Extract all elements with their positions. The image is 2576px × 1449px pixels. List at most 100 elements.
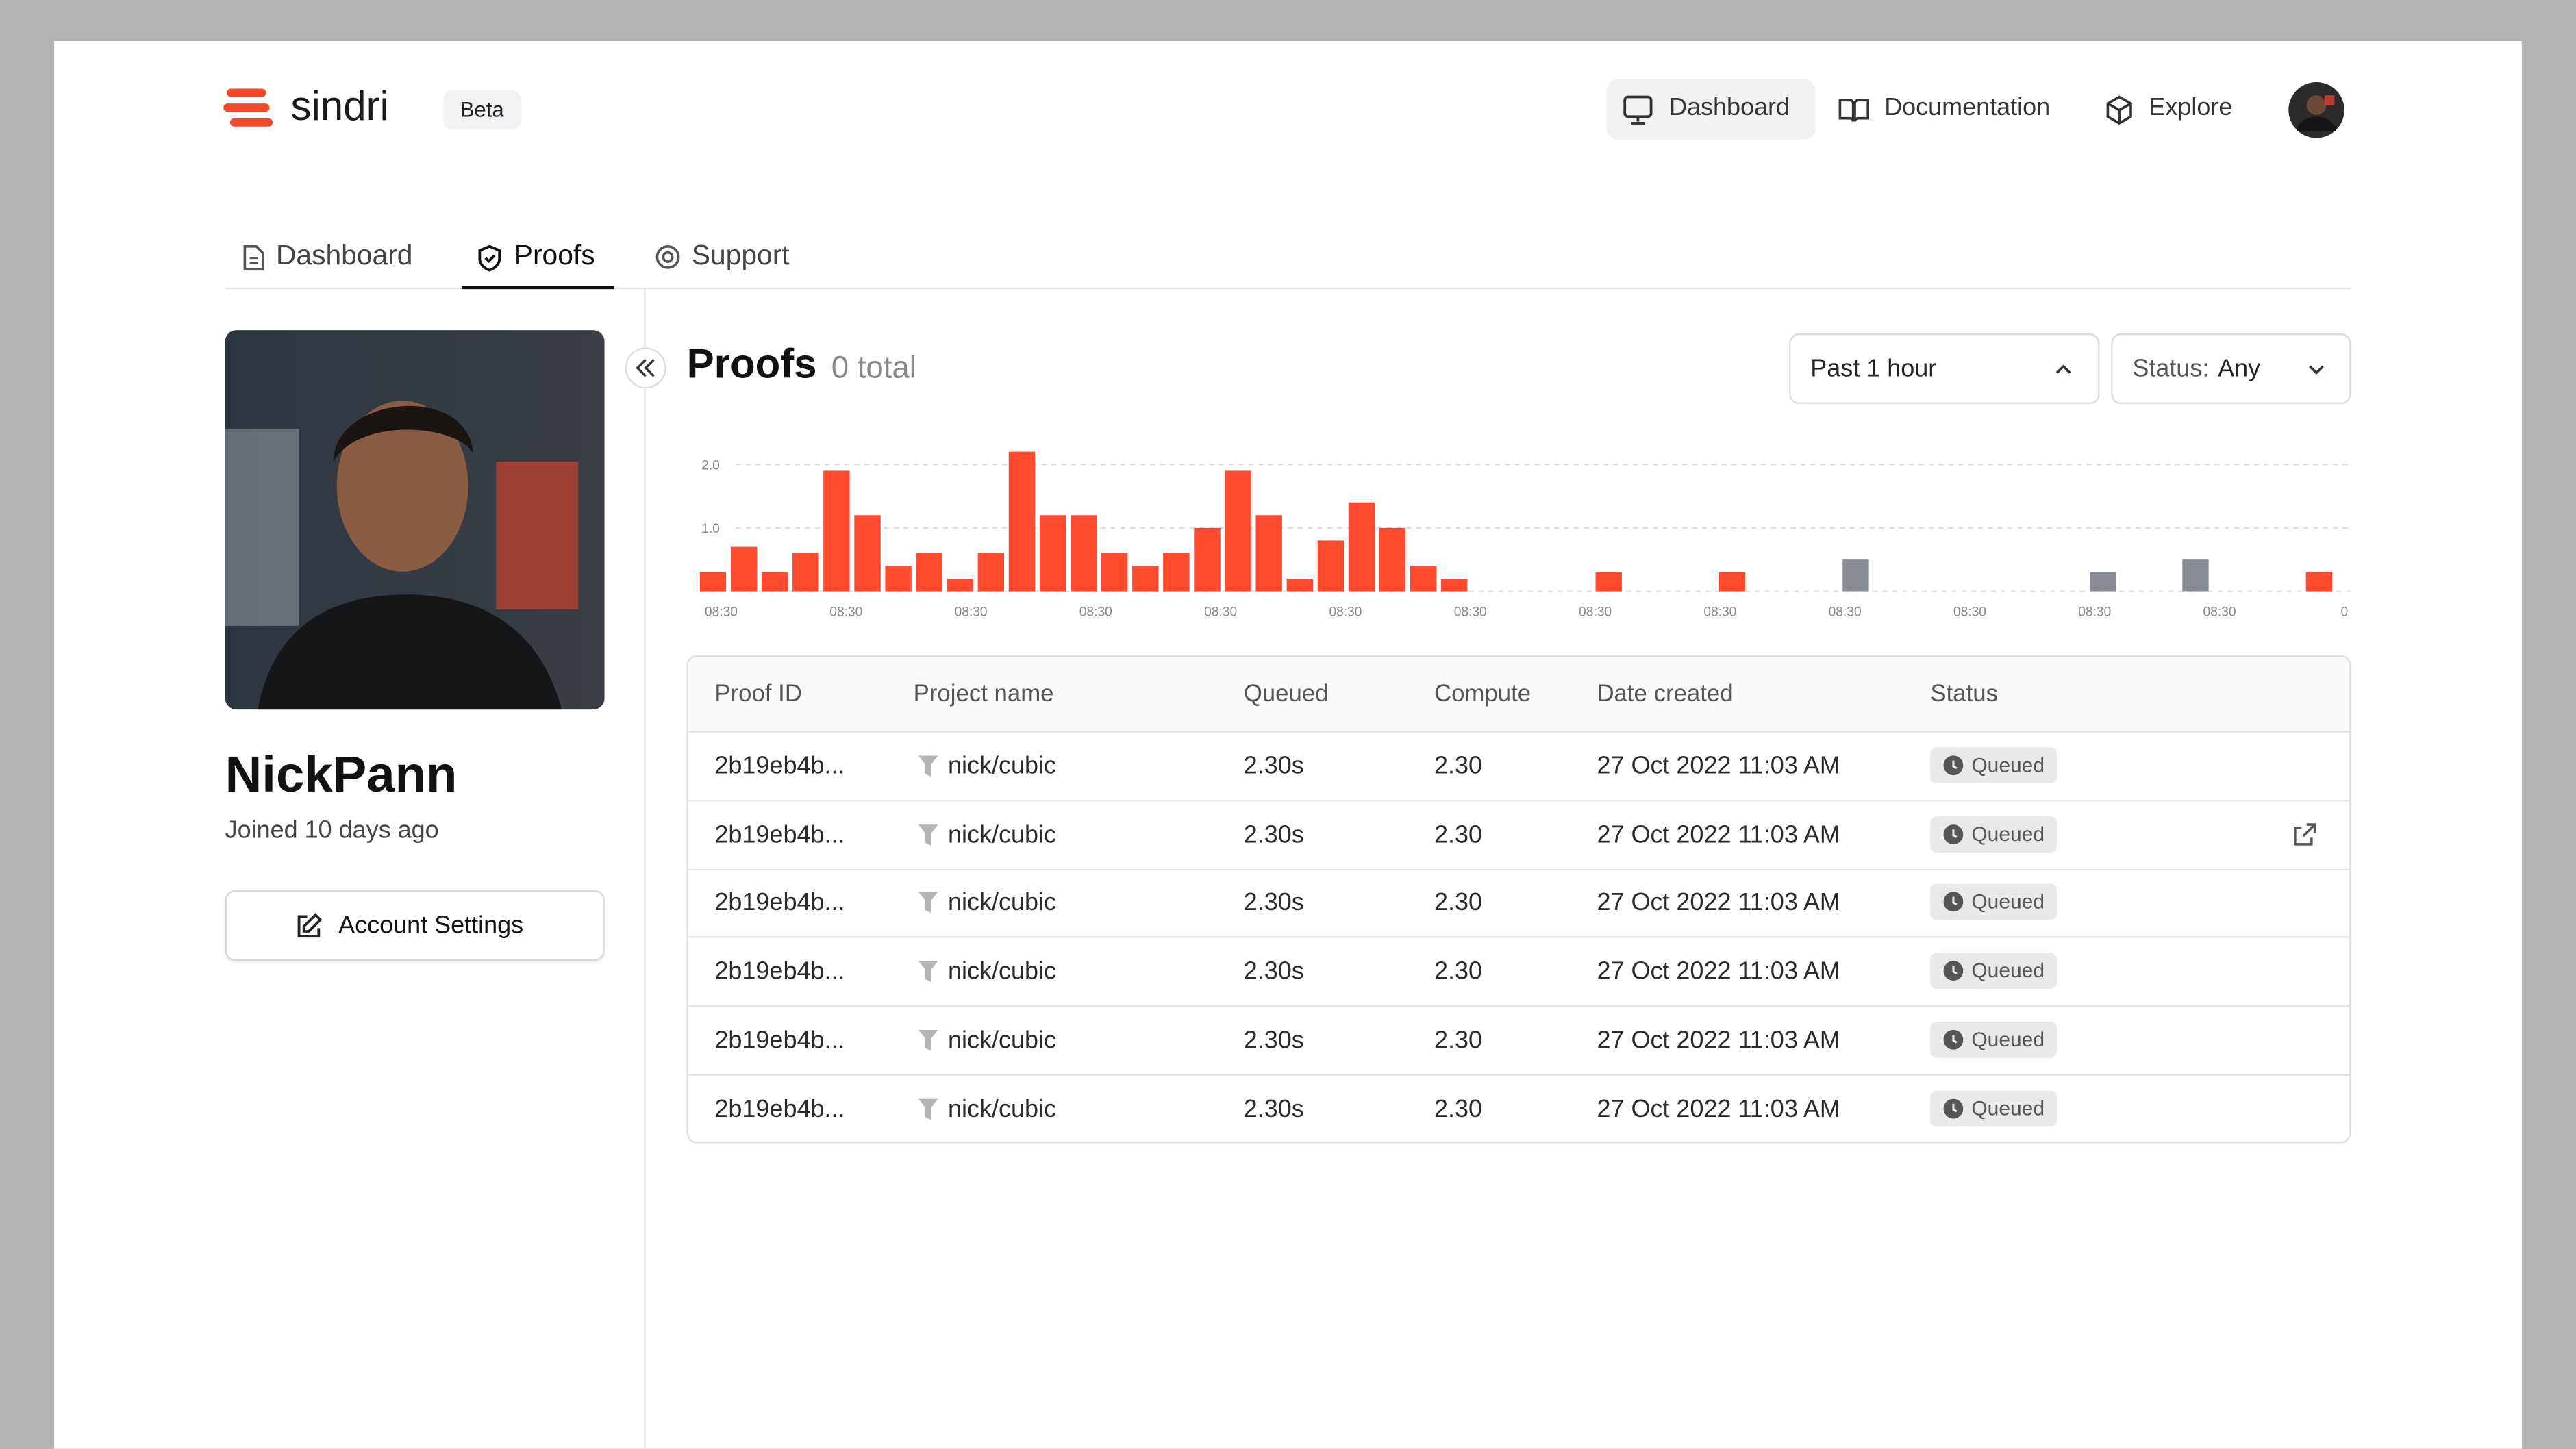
table-row[interactable]: 2b19eb4b... nick/cubic 2.30s 2.30 27 Oct 202… [688, 731, 2349, 802]
x-tick-label: 08:30 [1454, 605, 1487, 619]
open-link-icon[interactable] [2292, 821, 2318, 847]
cell: 2.30s [1243, 820, 1304, 849]
tab-icon [655, 244, 680, 269]
x-tick-label: 08:30 [1204, 605, 1237, 619]
column-header: Status [1930, 681, 1998, 708]
cell: nick/cubic [947, 1094, 1056, 1123]
profile-name: NickPann [225, 745, 458, 803]
bar [1348, 502, 1375, 592]
tab[interactable]: Dashboard [275, 240, 413, 271]
user-avatar[interactable] [2288, 81, 2344, 138]
nav-active-bg [1606, 79, 1816, 140]
edit-icon [297, 913, 323, 938]
nav-icon [1623, 95, 1653, 125]
bar [1842, 559, 1869, 592]
cell: 2b19eb4b... [714, 820, 845, 849]
project-icon [918, 755, 938, 777]
column-header: Proof ID [714, 681, 802, 708]
bar [1163, 553, 1190, 592]
account-settings-button[interactable]: Account Settings [225, 890, 605, 961]
time-filter[interactable]: Past 1 hour [1789, 333, 2100, 405]
clock-icon [1943, 1098, 1964, 1118]
funnel [918, 755, 938, 777]
cell: 27 Oct 2022 11:03 AM [1597, 889, 1840, 918]
cell: nick/cubic [947, 820, 1056, 849]
collapse-button[interactable] [624, 346, 666, 389]
x-tick-label: 08:30 [1953, 605, 1986, 619]
x-tick-label: 08:30 [829, 605, 862, 619]
funnel [918, 824, 938, 846]
bar [1132, 566, 1159, 592]
tab[interactable]: Support [691, 240, 790, 271]
bar [1101, 553, 1128, 592]
proofs-table: Proof ID Project name Queued Compute Date cr… [686, 655, 2351, 1144]
nav-icon [2106, 95, 2132, 125]
clock-hands [1952, 829, 1958, 838]
clock-hands [1952, 897, 1958, 907]
column-header: Queued [1243, 681, 1329, 708]
cell: 2.30s [1243, 889, 1304, 918]
bar [947, 578, 973, 592]
clock-hands [1952, 1102, 1958, 1112]
proofs-total: 0 total [831, 351, 916, 386]
nav-link[interactable]: Dashboard [1668, 93, 1790, 122]
cell: 2.30s [1243, 1026, 1304, 1055]
table-row[interactable]: 2b19eb4b... nick/cubic 2.30s 2.30 27 Oct 202… [688, 868, 2349, 939]
y-tick-label: 2.0 [701, 458, 720, 473]
project-icon [918, 824, 938, 846]
time-filter-label: Past 1 hour [1810, 355, 1937, 383]
status-filter-value: Any [2218, 355, 2261, 383]
table-row[interactable]: 2b19eb4b... nick/cubic 2.30s 2.30 27 Oct 202… [688, 799, 2349, 870]
bar [1441, 578, 1468, 592]
x-tick-label: 08:30 [955, 605, 988, 619]
status-badge: Queued [1930, 884, 2058, 921]
project-icon [918, 892, 938, 914]
button-label: Account Settings [338, 911, 524, 940]
bar [1225, 470, 1251, 592]
bar [1317, 540, 1345, 592]
status-filter[interactable]: Status: Any [2111, 333, 2351, 405]
cell: 2.30 [1434, 1026, 1483, 1055]
table-row[interactable]: 2b19eb4b... nick/cubic 2.30s 2.30 27 Oct 202… [688, 1005, 2349, 1076]
bar [1039, 515, 1066, 592]
logo-text: sindri [290, 84, 389, 130]
nav-link[interactable]: Documentation [1884, 93, 2051, 122]
nav-icon [1838, 99, 1870, 122]
bar [823, 470, 850, 592]
bar [1718, 572, 1746, 592]
x-tick-label: 08:30 [1829, 605, 1862, 619]
cell: 2.30 [1434, 1094, 1483, 1123]
nav-link[interactable]: Explore [2149, 93, 2233, 122]
bar [1255, 515, 1282, 592]
x-tick-label: 08:30 [1079, 605, 1112, 619]
sidebar-divider [644, 289, 646, 1449]
chevron-down [2309, 365, 2324, 375]
funnel [918, 892, 938, 914]
table-row[interactable]: 2b19eb4b... nick/cubic 2.30s 2.30 27 Oct 202… [688, 1073, 2349, 1142]
project-icon [918, 1098, 938, 1120]
proofs-chart: 1.0 2.0 08:30 08:30 08:30 08:30 08:30 08:30 08:3… [699, 451, 2351, 619]
bar [730, 546, 758, 592]
cell: nick/cubic [947, 957, 1056, 986]
column-header: Project name [913, 681, 1054, 708]
bar [1410, 566, 1437, 592]
funnel [918, 1098, 938, 1120]
tab-divider [225, 287, 2351, 290]
bar [1008, 451, 1036, 592]
clock-hands [1952, 966, 1958, 975]
cell: 2.30s [1243, 752, 1304, 781]
column-header: Date created [1597, 681, 1734, 708]
cell: 27 Oct 2022 11:03 AM [1597, 820, 1840, 849]
bar [2090, 572, 2116, 592]
table-row[interactable]: 2b19eb4b... nick/cubic 2.30s 2.30 27 Oct 202… [688, 936, 2349, 1007]
chevron-up [2055, 364, 2071, 374]
x-tick-label: 08:30 [2203, 605, 2236, 619]
beta-badge: Beta [443, 90, 521, 130]
bar [916, 553, 942, 592]
x-tick-label: 08:30 [2078, 605, 2111, 619]
clock-icon [1943, 824, 1964, 844]
tab-active[interactable]: Proofs [514, 240, 595, 271]
funnel [918, 961, 938, 983]
clock-hands [1952, 1034, 1958, 1044]
